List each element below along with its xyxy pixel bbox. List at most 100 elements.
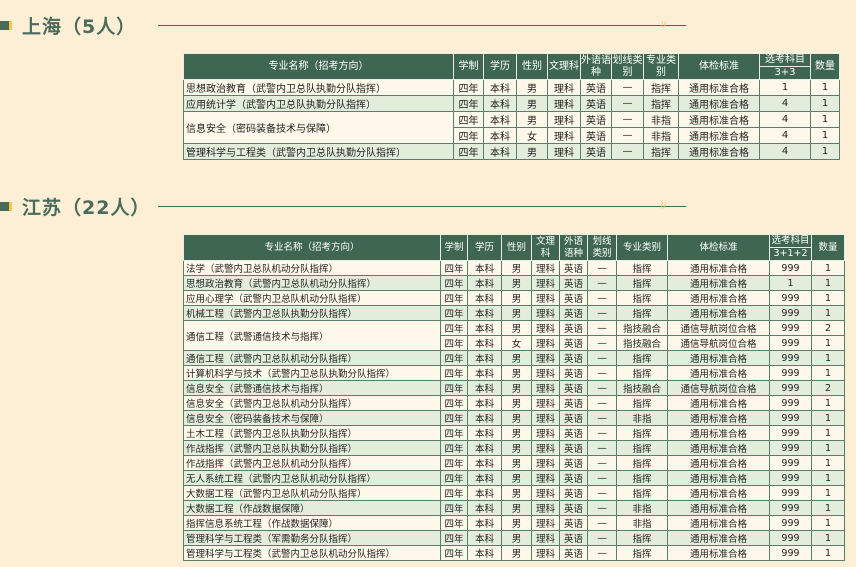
cell-xuankao: 999 bbox=[769, 350, 812, 366]
header-shuliang: 数量 bbox=[811, 234, 845, 261]
cell-xuankao: 999 bbox=[769, 290, 812, 306]
table-row: 思想政治教育（武警内卫总队执勤分队指挥） 四年 本科男理科 英语 — 指挥 通用标准合格 1 1 bbox=[183, 79, 840, 96]
major-name: 作战指挥（武警内卫总队机动分队指挥） bbox=[183, 455, 441, 471]
table-row: 大数据工程（武警内卫总队机动分队指挥） 四年 本科男理科 英语 — 指挥 通用标准合格 999… bbox=[183, 485, 845, 501]
table-row: 管理科学与工程类（军需勤务分队指挥） 四年 本科男理科 英语 — 指挥 通用标准合格 999 1 bbox=[183, 530, 845, 546]
header-tijian: 体检标准 bbox=[667, 234, 770, 261]
section-title: 上海（5人） bbox=[22, 15, 137, 38]
cell-shuliang: 1 bbox=[811, 425, 845, 441]
cell-waiyu: 英语 bbox=[580, 111, 612, 128]
shanghai-table: 专业名称（招考方向） 学制 学历 性别 文理科 外语语种 划线类别 专业类别 体检标准 选考科目数… bbox=[183, 53, 840, 160]
cell-xueli: 本科 bbox=[483, 143, 517, 160]
cell-waiyu: 英语 bbox=[559, 455, 588, 471]
table-row: 应用心理学（武警内卫总队机动分队指挥） 四年 本科男理科 英语 — 指挥 通用标准合格 999… bbox=[183, 290, 845, 306]
cell-tijian: 通信导航岗位合格 bbox=[667, 380, 770, 396]
cell-xueli: 本科 bbox=[467, 410, 502, 426]
cell-waiyu: 英语 bbox=[559, 380, 588, 396]
cell-zhuanye: 指挥 bbox=[643, 95, 679, 112]
cell-zhuanye: 指挥 bbox=[616, 260, 668, 276]
cell-tijian: 通用标准合格 bbox=[667, 395, 770, 411]
cell-xingbie: 男 bbox=[501, 290, 532, 306]
cell-xingbie: 男 bbox=[501, 260, 532, 276]
cell-zhuanye: 非指 bbox=[643, 111, 679, 128]
cell-xueli: 本科 bbox=[467, 275, 502, 291]
header-xingbie: 性别 bbox=[516, 53, 548, 80]
cell-zhuanye: 指挥 bbox=[616, 485, 668, 501]
major-name: 通信工程（武警通信技术与指挥） bbox=[183, 320, 441, 351]
header-xueli: 学历 bbox=[467, 234, 502, 261]
jiangsu-table: 专业名称（招考方向） 学制 学历 性别 文理科 外语语种 划线类别 专业类别 体检标准 选考科目数… bbox=[183, 234, 845, 561]
cell-huaxian: — bbox=[587, 260, 617, 276]
divider: // bbox=[158, 201, 686, 210]
cell-shuliang: 1 bbox=[811, 530, 845, 546]
cell-xingbie: 男 bbox=[501, 425, 532, 441]
cell-wenli: 理科 bbox=[531, 455, 560, 471]
cell-xingbie: 男 bbox=[516, 95, 548, 112]
cell-xuezhi: 四年 bbox=[440, 275, 468, 291]
cell-shuliang: 1 bbox=[810, 111, 840, 128]
cell-wenli: 理科 bbox=[547, 143, 581, 160]
cell-shuliang: 1 bbox=[810, 127, 840, 144]
cell-xueli: 本科 bbox=[467, 350, 502, 366]
cell-xuankao: 999 bbox=[769, 440, 812, 456]
cell-xuankao: 999 bbox=[769, 545, 812, 561]
cell-xuankao: 999 bbox=[769, 470, 812, 486]
cell-xuezhi: 四年 bbox=[440, 395, 468, 411]
cell-huaxian: — bbox=[587, 290, 617, 306]
cell-xuezhi: 四年 bbox=[440, 410, 468, 426]
cell-wenli: 理科 bbox=[531, 500, 560, 516]
cell-huaxian: — bbox=[587, 500, 617, 516]
cell-xueli: 本科 bbox=[483, 95, 517, 112]
cell-waiyu: 英语 bbox=[559, 485, 588, 501]
square-bullet-icon bbox=[0, 201, 12, 211]
cell-wenli: 理科 bbox=[531, 320, 560, 336]
header-wenli: 文理科 bbox=[547, 53, 581, 80]
header-zhuanye: 专业类别 bbox=[643, 53, 679, 80]
cell-xingbie: 男 bbox=[501, 500, 532, 516]
cell-huaxian: — bbox=[587, 335, 617, 351]
major-name: 管理科学与工程类（军需勤务分队指挥） bbox=[183, 530, 441, 546]
cell-tijian: 通用标准合格 bbox=[678, 127, 760, 144]
cell-huaxian: — bbox=[587, 470, 617, 486]
cell-xuankao: 1 bbox=[769, 275, 812, 291]
cell-xuezhi: 四年 bbox=[453, 143, 484, 160]
cell-zhuanye: 非指 bbox=[616, 500, 668, 516]
cell-zhuanye: 指技融合 bbox=[616, 380, 668, 396]
cell-zhuanye: 指挥 bbox=[616, 530, 668, 546]
cell-xuezhi: 四年 bbox=[440, 485, 468, 501]
cell-huaxian: — bbox=[587, 350, 617, 366]
cell-waiyu: 英语 bbox=[559, 410, 588, 426]
cell-waiyu: 英语 bbox=[559, 470, 588, 486]
cell-wenli: 理科 bbox=[531, 410, 560, 426]
cell-shuliang: 1 bbox=[810, 95, 840, 112]
cell-xuezhi: 四年 bbox=[440, 500, 468, 516]
table-row: 通信工程（武警内卫总队机动分队指挥） 四年 本科男理科 英语 — 指挥 通用标准合格 999 1 bbox=[183, 350, 845, 366]
cell-xueli: 本科 bbox=[483, 127, 517, 144]
cell-shuliang: 1 bbox=[811, 260, 845, 276]
cell-shuliang: 1 bbox=[811, 485, 845, 501]
major-name: 思想政治教育（武警内卫总队机动分队指挥） bbox=[183, 275, 441, 291]
cell-shuliang: 1 bbox=[811, 350, 845, 366]
cell-xueli: 本科 bbox=[467, 500, 502, 516]
major-name: 作战指挥（武警内卫总队执勤分队指挥） bbox=[183, 440, 441, 456]
table-row: 应用统计学（武警内卫总队执勤分队指挥） 四年 本科男理科 英语 — 指挥 通用标准合格 4 1 bbox=[183, 95, 840, 112]
cell-shuliang: 1 bbox=[811, 545, 845, 561]
table-row: 信息安全（武警通信技术与指挥） 四年 本科男理科 英语 — 指技融合 通信导航岗位合格 999… bbox=[183, 380, 845, 396]
header-tijian: 体检标准 bbox=[678, 53, 760, 80]
cell-xuezhi: 四年 bbox=[440, 365, 468, 381]
cell-xueli: 本科 bbox=[467, 455, 502, 471]
cell-xingbie: 男 bbox=[501, 350, 532, 366]
cell-xingbie: 男 bbox=[501, 395, 532, 411]
cell-xuankao: 999 bbox=[769, 500, 812, 516]
cell-shuliang: 1 bbox=[811, 500, 845, 516]
cell-shuliang: 1 bbox=[811, 440, 845, 456]
major-name: 机械工程（武警内卫总队执勤分队指挥） bbox=[183, 305, 441, 321]
cell-wenli: 理科 bbox=[531, 335, 560, 351]
cell-shuliang: 1 bbox=[810, 79, 840, 96]
cell-xuezhi: 四年 bbox=[440, 455, 468, 471]
cell-huaxian: — bbox=[611, 95, 644, 112]
cell-shuliang: 1 bbox=[811, 470, 845, 486]
cell-xingbie: 男 bbox=[501, 410, 532, 426]
cell-wenli: 理科 bbox=[531, 380, 560, 396]
major-name: 大数据工程（作战数据保障） bbox=[183, 500, 441, 516]
